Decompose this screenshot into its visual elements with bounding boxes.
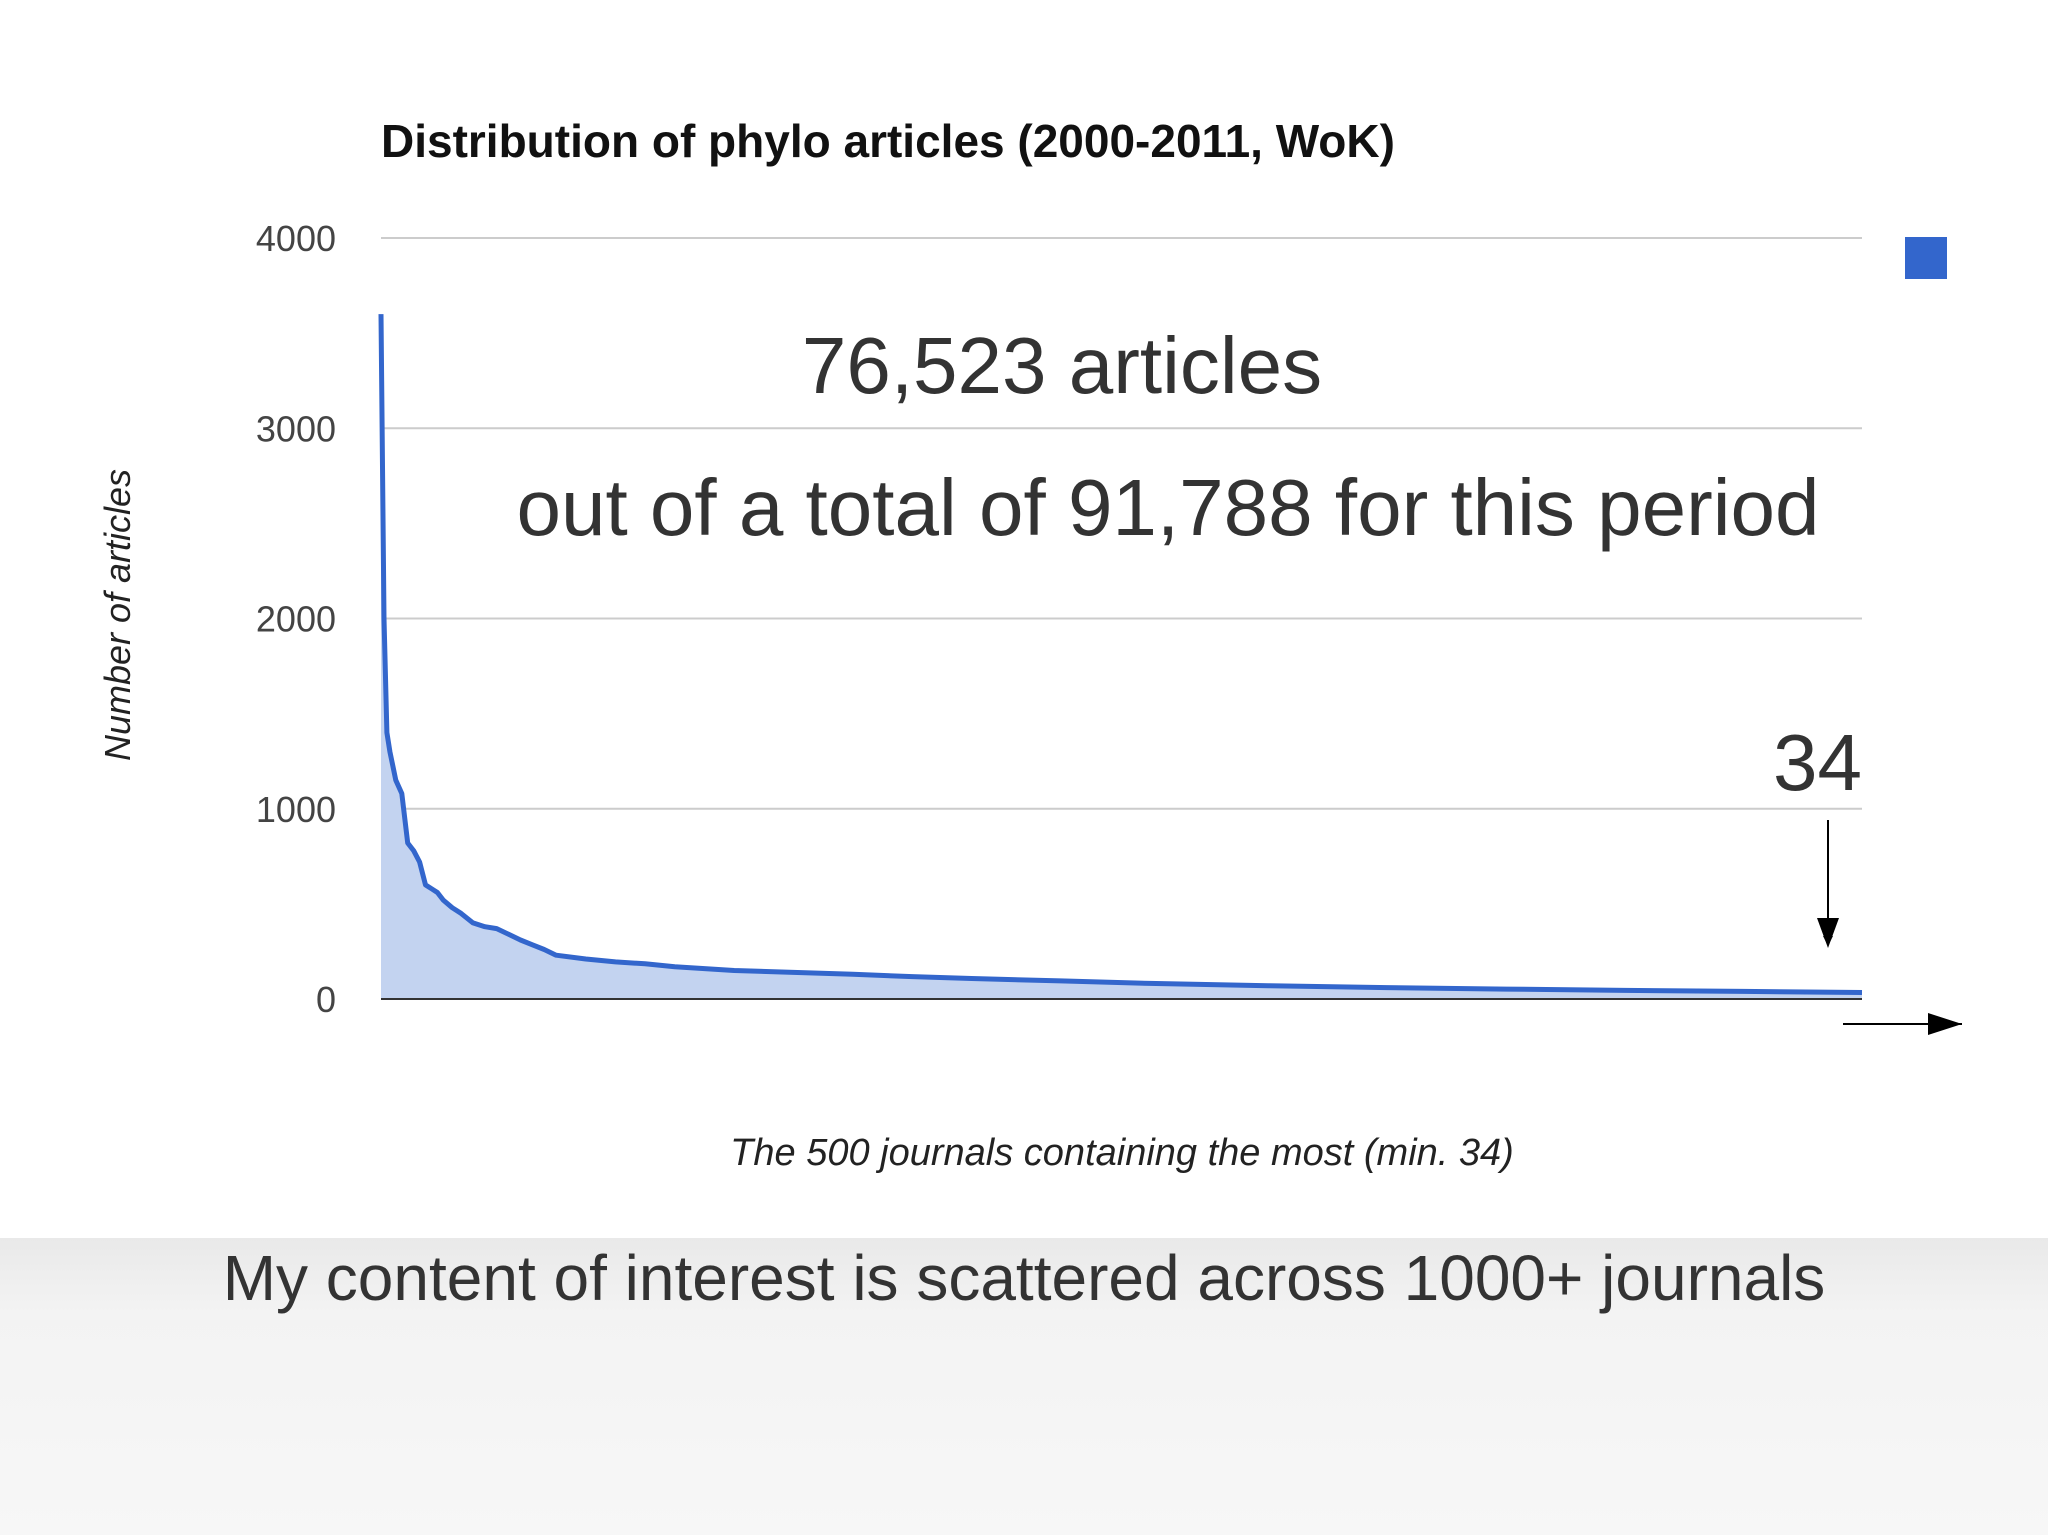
x-axis-label: The 500 journals containing the most (mi… xyxy=(730,1132,1514,1174)
caption-band xyxy=(0,1238,2048,1535)
x-direction-arrowhead xyxy=(1928,1013,1962,1035)
series-line xyxy=(378,314,1863,995)
series-area xyxy=(381,314,1862,1000)
y-tick-label-1000: 1000 xyxy=(256,789,336,830)
y-tick-label-3000: 3000 xyxy=(256,408,336,449)
gridlines xyxy=(381,237,1862,810)
annotation-article-count: 76,523 articles xyxy=(802,321,1322,410)
legend-swatch xyxy=(1905,237,1947,279)
y-tick-labels: 0 1000 2000 3000 4000 xyxy=(256,218,336,1020)
chart: Distribution of phylo articles (2000-201… xyxy=(97,115,1962,1174)
y-axis-label: Number of articles xyxy=(97,469,138,761)
min-value-arrowhead xyxy=(1817,918,1839,948)
y-tick-label-4000: 4000 xyxy=(256,218,336,259)
slide-caption: My content of interest is scattered acro… xyxy=(222,1242,1826,1314)
y-tick-label-2000: 2000 xyxy=(256,599,336,640)
annotation-min-value: 34 xyxy=(1773,718,1862,807)
chart-title: Distribution of phylo articles (2000-201… xyxy=(381,115,1395,167)
y-tick-label-0: 0 xyxy=(316,979,336,1020)
annotation-total: out of a total of 91,788 for this period xyxy=(516,463,1819,552)
